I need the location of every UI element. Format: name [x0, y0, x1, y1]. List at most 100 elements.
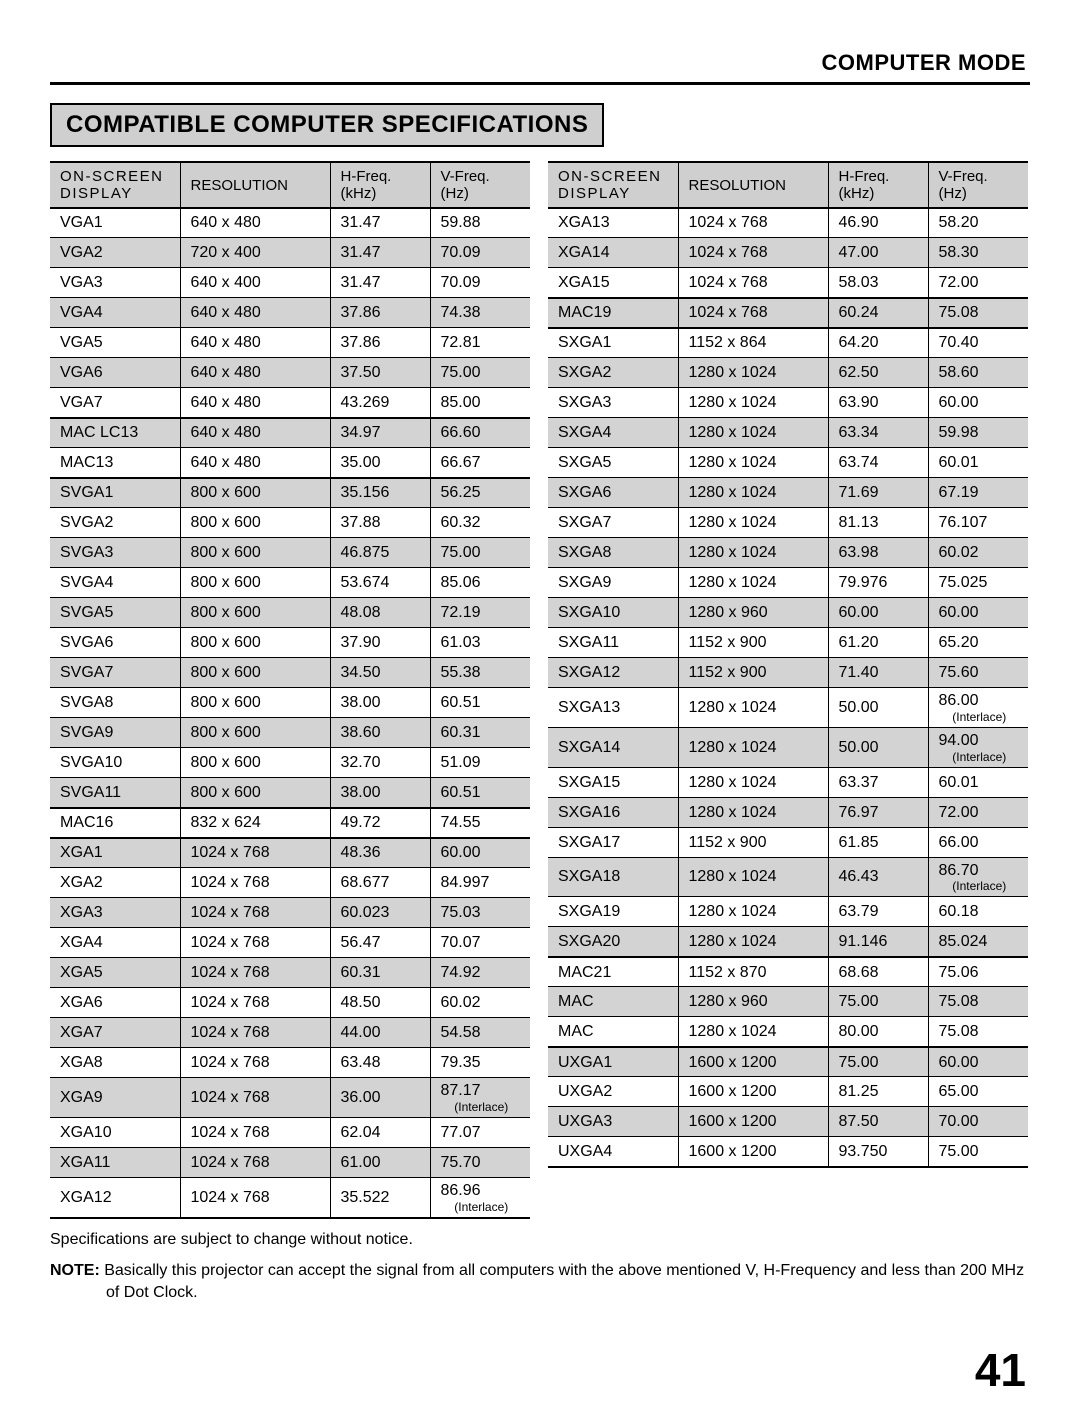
cell-vfreq: 75.70 [430, 1147, 530, 1177]
cell-resolution: 1280 x 1024 [678, 568, 828, 598]
page: COMPUTER MODE COMPATIBLE COMPUTER SPECIF… [0, 0, 1080, 1427]
cell-display: SXGA10 [548, 598, 678, 628]
cell-display: MAC19 [548, 298, 678, 328]
cell-hfreq: 35.00 [330, 448, 430, 478]
cell-vfreq: 84.997 [430, 868, 530, 898]
cell-resolution: 640 x 480 [180, 298, 330, 328]
cell-vfreq: 58.60 [928, 358, 1028, 388]
cell-display: XGA8 [50, 1048, 180, 1078]
cell-display: SXGA5 [548, 448, 678, 478]
cell-vfreq: 76.107 [928, 508, 1028, 538]
col-display: ON-SCREENDISPLAY [50, 162, 180, 208]
cell-display: SVGA6 [50, 628, 180, 658]
cell-hfreq: 46.875 [330, 538, 430, 568]
cell-hfreq: 37.88 [330, 508, 430, 538]
cell-display: SXGA6 [548, 478, 678, 508]
cell-vfreq: 58.20 [928, 208, 1028, 238]
cell-vfreq: 75.025 [928, 568, 1028, 598]
cell-hfreq: 44.00 [330, 1018, 430, 1048]
cell-vfreq: 60.00 [928, 1047, 1028, 1077]
table-row: XGA101024 x 76862.0477.07 [50, 1117, 530, 1147]
cell-hfreq: 53.674 [330, 568, 430, 598]
cell-hfreq: 48.08 [330, 598, 430, 628]
cell-resolution: 1280 x 1024 [678, 478, 828, 508]
table-row: SXGA101280 x 96060.0060.00 [548, 598, 1028, 628]
cell-hfreq: 61.85 [828, 827, 928, 857]
cell-hfreq: 38.60 [330, 718, 430, 748]
table-row: VGA4640 x 48037.8674.38 [50, 298, 530, 328]
col-vfreq: V-Freq.(Hz) [928, 162, 1028, 208]
cell-display: VGA2 [50, 238, 180, 268]
cell-vfreq: 54.58 [430, 1018, 530, 1048]
table-row: MAC13640 x 48035.0066.67 [50, 448, 530, 478]
cell-hfreq: 60.24 [828, 298, 928, 328]
cell-resolution: 1152 x 900 [678, 827, 828, 857]
cell-hfreq: 80.00 [828, 1017, 928, 1047]
cell-resolution: 1280 x 1024 [678, 688, 828, 728]
cell-hfreq: 37.90 [330, 628, 430, 658]
cell-vfreq: 75.06 [928, 957, 1028, 987]
cell-display: SXGA18 [548, 857, 678, 897]
cell-vfreq: 70.09 [430, 238, 530, 268]
cell-display: SXGA8 [548, 538, 678, 568]
cell-hfreq: 47.00 [828, 238, 928, 268]
cell-vfreq: 60.00 [928, 598, 1028, 628]
cell-display: SXGA16 [548, 797, 678, 827]
cell-vfreq: 70.09 [430, 268, 530, 298]
cell-display: SVGA5 [50, 598, 180, 628]
cell-vfreq: 60.01 [928, 448, 1028, 478]
cell-vfreq: 75.60 [928, 658, 1028, 688]
cell-resolution: 1600 x 1200 [678, 1077, 828, 1107]
cell-resolution: 1152 x 900 [678, 658, 828, 688]
cell-resolution: 1280 x 1024 [678, 767, 828, 797]
cell-display: VGA4 [50, 298, 180, 328]
cell-hfreq: 61.20 [828, 628, 928, 658]
table-row: SXGA31280 x 102463.9060.00 [548, 388, 1028, 418]
cell-resolution: 1600 x 1200 [678, 1137, 828, 1167]
cell-resolution: 1280 x 1024 [678, 797, 828, 827]
cell-display: SXGA15 [548, 767, 678, 797]
table-row: UXGA31600 x 120087.5070.00 [548, 1107, 1028, 1137]
note-label: NOTE: [50, 1262, 100, 1279]
table-row: MAC211152 x 87068.6875.06 [548, 957, 1028, 987]
cell-hfreq: 63.98 [828, 538, 928, 568]
table-row: XGA11024 x 76848.3660.00 [50, 838, 530, 868]
cell-resolution: 1024 x 768 [678, 268, 828, 298]
table-row: XGA51024 x 76860.3174.92 [50, 958, 530, 988]
cell-resolution: 640 x 480 [180, 328, 330, 358]
table-row: SXGA201280 x 102491.14685.024 [548, 927, 1028, 957]
cell-hfreq: 34.97 [330, 418, 430, 448]
cell-resolution: 1280 x 1024 [678, 897, 828, 927]
cell-vfreq: 75.08 [928, 987, 1028, 1017]
table-row: SXGA61280 x 102471.6967.19 [548, 478, 1028, 508]
table-row: SVGA3800 x 60046.87575.00 [50, 538, 530, 568]
cell-resolution: 1280 x 1024 [678, 418, 828, 448]
cell-hfreq: 43.269 [330, 388, 430, 418]
cell-vfreq: 85.06 [430, 568, 530, 598]
cell-vfreq: 66.60 [430, 418, 530, 448]
table-row: SVGA9800 x 60038.6060.31 [50, 718, 530, 748]
table-row: SXGA111152 x 90061.2065.20 [548, 628, 1028, 658]
cell-vfreq: 60.31 [430, 718, 530, 748]
cell-vfreq: 67.19 [928, 478, 1028, 508]
table-row: VGA2720 x 40031.4770.09 [50, 238, 530, 268]
cell-display: VGA6 [50, 358, 180, 388]
cell-hfreq: 31.47 [330, 268, 430, 298]
cell-resolution: 1280 x 1024 [678, 1017, 828, 1047]
note-text: Basically this projector can accept the … [100, 1262, 1024, 1301]
cell-display: SXGA13 [548, 688, 678, 728]
cell-hfreq: 35.156 [330, 478, 430, 508]
cell-hfreq: 71.40 [828, 658, 928, 688]
table-row: UXGA41600 x 120093.75075.00 [548, 1137, 1028, 1167]
cell-resolution: 1280 x 1024 [678, 538, 828, 568]
cell-vfreq: 60.01 [928, 767, 1028, 797]
cell-vfreq: 74.55 [430, 808, 530, 838]
table-row: VGA7640 x 48043.26985.00 [50, 388, 530, 418]
cell-vfreq: 70.00 [928, 1107, 1028, 1137]
table-row: SXGA91280 x 102479.97675.025 [548, 568, 1028, 598]
cell-hfreq: 63.79 [828, 897, 928, 927]
cell-hfreq: 49.72 [330, 808, 430, 838]
cell-display: XGA7 [50, 1018, 180, 1048]
cell-display: VGA1 [50, 208, 180, 238]
col-vfreq: V-Freq.(Hz) [430, 162, 530, 208]
